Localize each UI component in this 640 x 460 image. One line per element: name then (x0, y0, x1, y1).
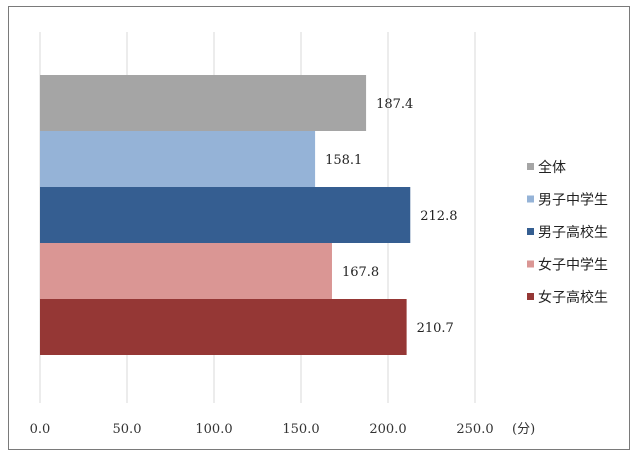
x-tick-label: 150.0 (282, 422, 319, 437)
legend-label: 女子高校生 (538, 289, 608, 306)
legend-label: 女子中学生 (538, 257, 608, 274)
x-tick-label: 250.0 (456, 422, 493, 437)
x-tick-label: 0.0 (30, 422, 51, 437)
bar (40, 299, 407, 355)
legend-swatch (527, 163, 534, 170)
data-label: 212.8 (420, 209, 457, 224)
data-label: 210.7 (417, 321, 454, 336)
legend-label: 全体 (538, 159, 566, 176)
legend-label: 男子高校生 (538, 224, 608, 241)
bar (40, 75, 367, 131)
legend-label: 男子中学生 (538, 193, 608, 209)
data-label: 158.1 (325, 153, 362, 168)
legend-swatch (527, 195, 534, 203)
bar (40, 187, 411, 243)
unit-label: (分) (512, 422, 535, 437)
bar (40, 243, 332, 299)
x-tick-label: 200.0 (369, 422, 406, 437)
legend-swatch (527, 260, 534, 268)
bars (40, 75, 411, 355)
bar (40, 131, 316, 187)
x-axis-tick-labels: 0.0 50.0 100.0 150.0 200.0 250.0 (30, 422, 494, 437)
data-label: 187.4 (376, 97, 413, 112)
data-labels: 187.4 158.1 212.8 167.8 210.7 (325, 97, 457, 336)
x-tick-label: 100.0 (195, 422, 232, 437)
legend-swatch (527, 228, 534, 235)
x-tick-label: 50.0 (113, 422, 142, 437)
data-label: 167.8 (342, 265, 379, 280)
legend-swatch (527, 293, 534, 300)
